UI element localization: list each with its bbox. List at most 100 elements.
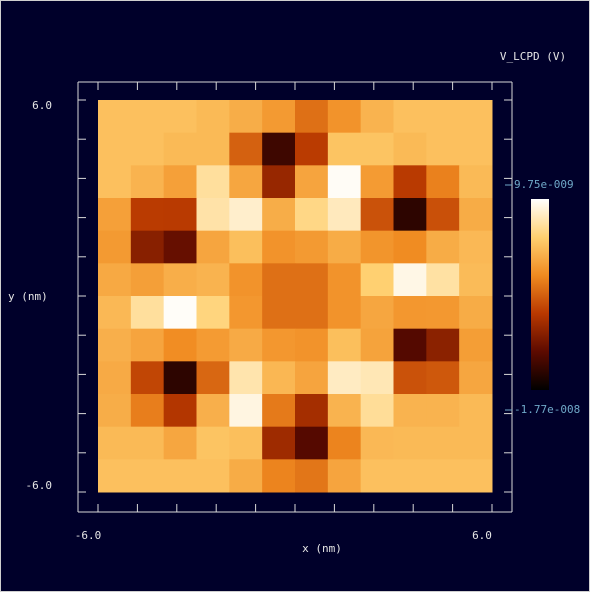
heatmap-cell — [327, 230, 362, 264]
heatmap-cell — [98, 198, 132, 232]
heatmap-cell — [327, 165, 362, 199]
heatmap-cell — [130, 132, 165, 166]
heatmap-cell — [229, 165, 263, 199]
heatmap-cell — [98, 165, 132, 199]
heatmap-cell — [163, 361, 197, 395]
heatmap-cell — [163, 263, 197, 297]
heatmap-cell — [98, 132, 132, 166]
heatmap-cell — [295, 198, 329, 232]
heatmap-cell — [327, 296, 362, 330]
heatmap-cell — [360, 459, 394, 493]
heatmap-cell — [130, 230, 165, 264]
heatmap-cell — [327, 394, 362, 428]
heatmap-cell — [229, 328, 263, 362]
heatmap-cell — [196, 459, 230, 493]
heatmap-cell — [163, 198, 197, 232]
heatmap-cell — [360, 361, 394, 395]
heatmap-cell — [196, 296, 230, 330]
heatmap-cell — [130, 328, 165, 362]
heatmap-cell — [196, 198, 230, 232]
heatmap-cell — [360, 328, 394, 362]
heatmap-cell — [262, 165, 296, 199]
heatmap-cell — [360, 132, 394, 166]
heatmap-cell — [196, 361, 230, 395]
heatmap-cell — [130, 459, 165, 493]
heatmap-cell — [327, 100, 362, 134]
heatmap-cell — [262, 100, 296, 134]
heatmap-cell — [163, 394, 197, 428]
heatmap-cell — [229, 394, 263, 428]
heatmap-cell — [229, 132, 263, 166]
heatmap-cell — [163, 132, 197, 166]
heatmap-cell — [327, 198, 362, 232]
heatmap-cell — [393, 394, 427, 428]
heatmap-cell — [393, 165, 427, 199]
heatmap-cell — [262, 328, 296, 362]
heatmap-cell — [393, 100, 427, 134]
heatmap-cell — [393, 132, 427, 166]
heatmap-cell — [98, 263, 132, 297]
heatmap-cell — [130, 100, 165, 134]
heatmap-cell — [130, 426, 165, 460]
heatmap-cell — [295, 426, 329, 460]
y-tick-label: -6.0 — [26, 479, 53, 492]
heatmap-cell — [130, 165, 165, 199]
heatmap-cell — [360, 165, 394, 199]
heatmap-cell — [426, 328, 460, 362]
heatmap-cell — [295, 230, 329, 264]
heatmap-cell — [130, 296, 165, 330]
heatmap-cell — [426, 100, 460, 134]
heatmap-cell — [229, 296, 263, 330]
colorbar-tick-label: 9.75e-009 — [514, 178, 574, 191]
heatmap-cell — [262, 459, 296, 493]
heatmap-cell — [327, 361, 362, 395]
heatmap-cell — [459, 198, 493, 232]
heatmap-cell — [262, 394, 296, 428]
heatmap-cell — [327, 132, 362, 166]
heatmap-cell — [163, 328, 197, 362]
heatmap-cell — [262, 132, 296, 166]
heatmap-cell — [393, 459, 427, 493]
heatmap-cell — [393, 230, 427, 264]
heatmap-cell — [196, 165, 230, 199]
heatmap-cell — [459, 165, 493, 199]
heatmap-cell — [393, 426, 427, 460]
heatmap-cell — [229, 198, 263, 232]
heatmap-cell — [426, 394, 460, 428]
y-tick-label: 6.0 — [32, 99, 52, 112]
heatmap-cell — [295, 132, 329, 166]
heatmap-cell — [229, 263, 263, 297]
heatmap-cell — [229, 230, 263, 264]
heatmap-cell — [163, 426, 197, 460]
heatmap-cell — [393, 198, 427, 232]
heatmap-cell — [229, 459, 263, 493]
heatmap-cell — [459, 296, 493, 330]
heatmap-cell — [262, 263, 296, 297]
heatmap-cell — [360, 230, 394, 264]
heatmap-cell — [196, 426, 230, 460]
heatmap-cell — [196, 263, 230, 297]
heatmap-cell — [196, 100, 230, 134]
heatmap-cell — [426, 459, 460, 493]
heatmap-cell — [229, 361, 263, 395]
heatmap-cell — [262, 361, 296, 395]
x-tick-label: -6.0 — [75, 529, 102, 542]
x-axis-label: x (nm) — [302, 542, 342, 555]
heatmap-cell — [426, 361, 460, 395]
heatmap-cell — [196, 394, 230, 428]
heatmap-cell — [163, 230, 197, 264]
heatmap-cell — [327, 459, 362, 493]
heatmap-cell — [196, 132, 230, 166]
heatmap-cell — [262, 426, 296, 460]
heatmap-cell — [327, 263, 362, 297]
heatmap-cell — [295, 394, 329, 428]
heatmap-cell — [295, 296, 329, 330]
heatmap-cell — [393, 328, 427, 362]
heatmap-cell — [393, 263, 427, 297]
heatmap-cell — [459, 132, 493, 166]
heatmap-cell — [459, 100, 493, 134]
heatmap-cell — [98, 230, 132, 264]
heatmap-cell — [295, 361, 329, 395]
heatmap-cell — [98, 328, 132, 362]
